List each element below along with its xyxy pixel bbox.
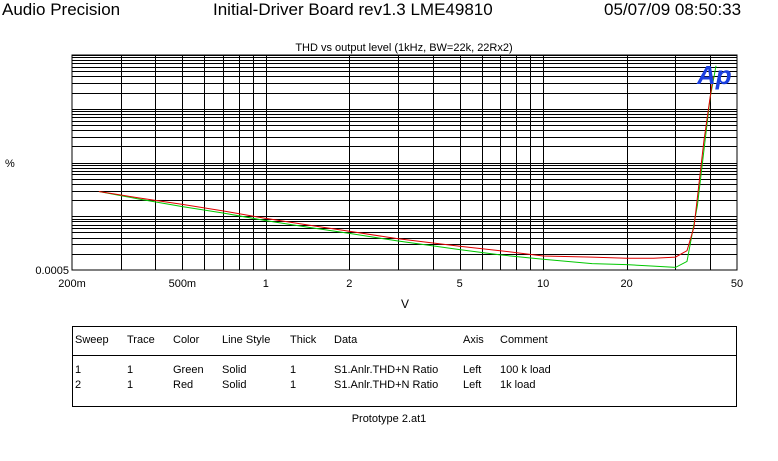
y-axis-label: % bbox=[5, 158, 15, 170]
legend-cell: Green bbox=[173, 364, 204, 376]
legend-cell: 100 k load bbox=[500, 364, 551, 376]
legend-cell: Solid bbox=[222, 379, 247, 391]
legend-divider bbox=[73, 355, 736, 356]
series-line-green bbox=[98, 65, 717, 268]
y-tick-label: 0.0005 bbox=[35, 265, 69, 277]
header-app-name: Audio Precision bbox=[2, 0, 121, 19]
ap-logo-icon: Ap bbox=[696, 60, 732, 90]
x-tick-label: 1 bbox=[263, 278, 269, 290]
legend-header-cell: Data bbox=[334, 334, 358, 346]
x-tick-label: 5 bbox=[457, 278, 463, 290]
legend-cell: 1 bbox=[290, 379, 297, 391]
legend-cell: S1.Anlr.THD+N Ratio bbox=[334, 379, 439, 391]
legend-table: Sweep Trace Color Line Style Thick Data Axis Co… bbox=[72, 326, 737, 407]
x-tick-label: 500m bbox=[169, 278, 197, 290]
chart-title: THD vs output level (1kHz, BW=22k, 22Rx2… bbox=[295, 42, 512, 54]
series-lines bbox=[98, 65, 717, 268]
legend-header-cell: Sweep bbox=[75, 334, 109, 346]
legend-cell: 1 bbox=[127, 364, 134, 376]
legend-header-cell: Trace bbox=[127, 334, 155, 346]
x-tick-label: 200m bbox=[58, 278, 86, 290]
legend-header-cell: Thick bbox=[290, 334, 317, 346]
legend-cell: Left bbox=[463, 364, 482, 376]
x-tick-label: 50 bbox=[731, 278, 743, 290]
header-title: Initial-Driver Board rev1.3 LME49810 bbox=[213, 0, 493, 19]
legend-header-cell: Comment bbox=[500, 334, 548, 346]
legend-cell: S1.Anlr.THD+N Ratio bbox=[334, 364, 439, 376]
legend-cell: 1 bbox=[127, 379, 134, 391]
plot-grid bbox=[71, 54, 738, 271]
legend-cell: Left bbox=[463, 379, 482, 391]
legend-cell: 1 bbox=[75, 364, 82, 376]
footer-filename: Prototype 2.at1 bbox=[351, 413, 427, 425]
legend-cell: Red bbox=[173, 379, 194, 391]
x-tick-label: 10 bbox=[537, 278, 549, 290]
series-line-red bbox=[98, 76, 714, 259]
x-tick-labels: 200m 500m 1 2 5 10 20 50 bbox=[58, 278, 743, 290]
x-tick-label: 20 bbox=[621, 278, 633, 290]
legend-header-cell: Line Style bbox=[222, 334, 271, 346]
legend-header-cell: Axis bbox=[463, 334, 484, 346]
header-timestamp: 05/07/09 08:50:33 bbox=[604, 0, 742, 19]
x-axis-label: V bbox=[401, 297, 409, 311]
x-tick-label: 2 bbox=[346, 278, 352, 290]
legend-cell: 1 bbox=[290, 364, 297, 376]
legend-cell: 1k load bbox=[500, 379, 536, 391]
legend-header-cell: Color bbox=[173, 334, 200, 346]
legend-cell: Solid bbox=[222, 364, 247, 376]
thd-chart: THD vs output level (1kHz, BW=22k, 22Rx2… bbox=[5, 42, 743, 311]
legend-cell: 2 bbox=[75, 379, 82, 391]
plot-frame bbox=[71, 54, 738, 271]
